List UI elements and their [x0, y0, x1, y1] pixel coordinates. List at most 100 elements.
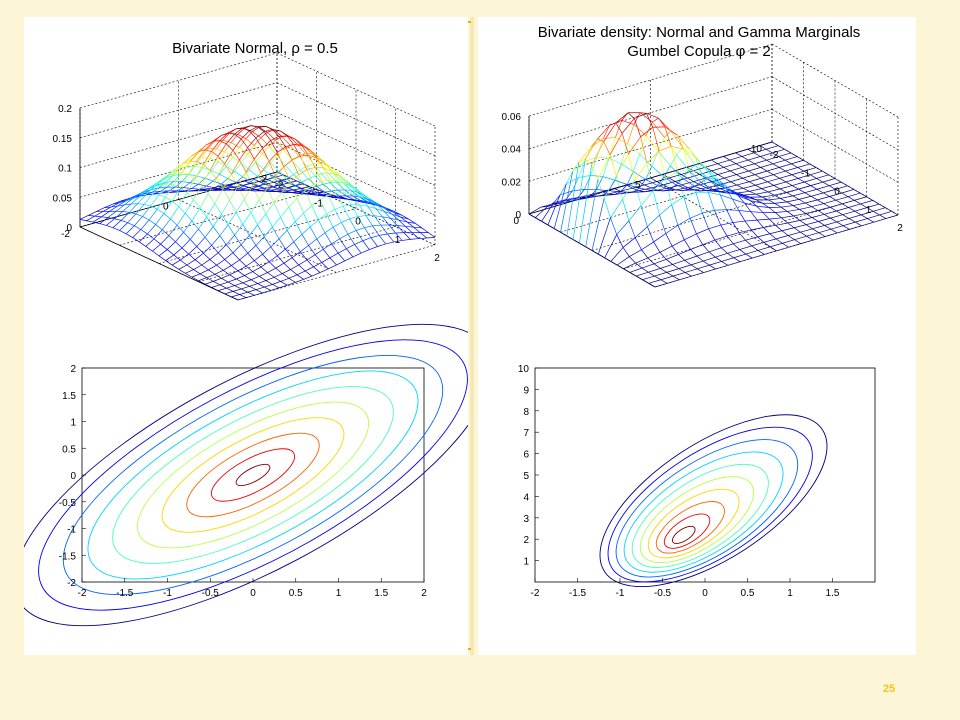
- mesh-line: [273, 186, 283, 191]
- mesh-line: [334, 173, 344, 183]
- mesh-line: [132, 237, 140, 243]
- mesh-line: [308, 175, 316, 180]
- mesh-line: [129, 211, 136, 215]
- tick-label: 0: [515, 210, 521, 221]
- mesh-line: [337, 252, 345, 262]
- mesh-line: [270, 162, 280, 172]
- mesh-line: [638, 181, 645, 186]
- mesh-line: [176, 187, 184, 192]
- mesh-line: [214, 188, 224, 204]
- tick-label: 1: [787, 588, 793, 599]
- contour-line: [210, 448, 296, 502]
- mesh-line: [222, 188, 230, 201]
- mesh-line: [652, 121, 665, 138]
- mesh-line: [255, 137, 263, 149]
- mesh-line: [720, 222, 733, 226]
- mesh-line: [780, 198, 788, 203]
- mesh-line: [829, 196, 837, 201]
- mesh-line: [175, 241, 183, 249]
- mesh-line: [733, 243, 740, 250]
- mesh-line: [184, 213, 193, 222]
- mesh-line: [761, 188, 769, 193]
- mesh-line: [601, 188, 615, 192]
- mesh-line: [835, 189, 842, 194]
- tick-label: 0: [702, 588, 708, 599]
- mesh-line: [766, 159, 774, 165]
- mesh-line: [860, 214, 868, 219]
- mesh-line: [748, 170, 756, 175]
- mesh-line: [221, 274, 230, 279]
- tick-label: -0.5: [654, 588, 672, 599]
- mesh-line: [641, 249, 649, 259]
- mesh-line: [742, 177, 750, 183]
- mesh-line: [822, 178, 836, 183]
- mesh-line: [669, 184, 682, 189]
- mesh-line: [773, 181, 787, 186]
- mesh-line: [677, 171, 685, 197]
- mesh-line: [786, 201, 794, 206]
- mesh-line: [718, 184, 725, 189]
- mesh-line: [375, 208, 385, 212]
- tick-label: 0.02: [502, 177, 522, 188]
- mesh-line: [147, 224, 156, 235]
- mesh-line: [708, 224, 721, 230]
- mesh-line: [767, 191, 775, 196]
- mesh-line: [650, 177, 657, 182]
- mesh-line: [375, 208, 383, 217]
- mesh-line: [222, 139, 232, 143]
- mesh-line: [239, 159, 247, 173]
- mesh-line: [232, 252, 240, 261]
- mesh-line: [288, 277, 296, 283]
- mesh-line: [590, 195, 603, 197]
- mesh-line: [247, 252, 255, 261]
- mesh-line: [181, 160, 191, 173]
- mesh-line: [204, 283, 212, 288]
- mesh-line: [231, 259, 240, 266]
- mesh-line: [634, 180, 642, 206]
- mesh-line: [359, 204, 367, 216]
- mesh-line: [723, 156, 730, 161]
- mesh-line: [270, 155, 278, 163]
- mesh-line: [645, 135, 659, 151]
- contour-line: [607, 426, 813, 583]
- mesh-line: [623, 268, 630, 273]
- mesh-line: [213, 277, 222, 282]
- mesh-line: [296, 197, 304, 214]
- mesh-line: [212, 135, 222, 142]
- mesh-line: [658, 117, 672, 132]
- mesh-line: [186, 178, 196, 194]
- mesh-line: [410, 238, 419, 240]
- mesh-line: [657, 150, 671, 166]
- mesh-line: [415, 223, 423, 229]
- mesh-line: [242, 279, 252, 284]
- mesh-line: [204, 237, 212, 246]
- mesh-line: [811, 217, 819, 222]
- mesh-line: [262, 145, 270, 154]
- mesh-line: [843, 221, 856, 226]
- mesh-line: [885, 214, 899, 219]
- mesh-line: [202, 158, 211, 168]
- mesh-line: [296, 143, 304, 146]
- mesh-line: [247, 147, 255, 160]
- mesh-line: [780, 185, 793, 190]
- mesh-line: [244, 128, 253, 132]
- mesh-line: [263, 131, 271, 141]
- mesh-line: [311, 205, 319, 221]
- mesh-line: [111, 205, 118, 208]
- mesh-line: [121, 220, 128, 224]
- mesh-line: [739, 257, 753, 263]
- mesh-line: [308, 190, 315, 194]
- mesh-line: [744, 220, 752, 231]
- mesh-line: [217, 155, 225, 165]
- mesh-line: [139, 233, 148, 243]
- mesh-line: [854, 196, 867, 201]
- mesh-line: [245, 260, 255, 267]
- mesh-line: [733, 239, 746, 245]
- mesh-line: [749, 191, 756, 195]
- mesh-line: [204, 177, 214, 182]
- mesh-line: [541, 202, 555, 222]
- mesh-line: [296, 270, 306, 276]
- mesh-line: [767, 181, 774, 186]
- mesh-line: [738, 210, 746, 222]
- mesh-line: [849, 225, 862, 230]
